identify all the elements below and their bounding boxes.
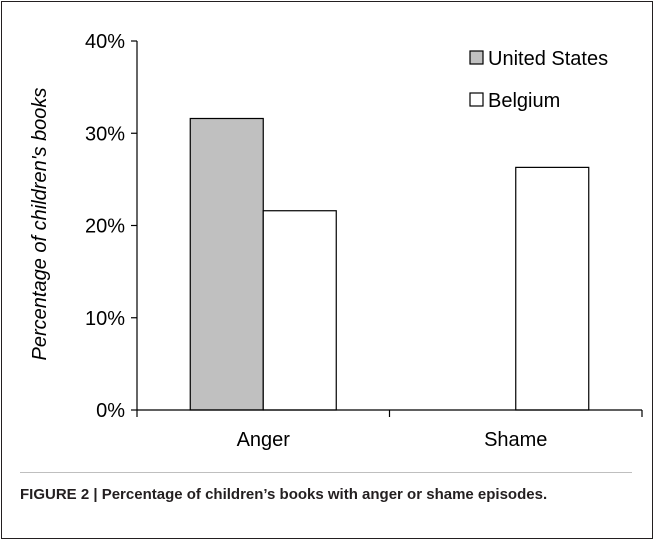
x-tick-label: Shame: [484, 429, 547, 451]
y-tick-label: 10%: [85, 308, 125, 330]
caption-divider: [20, 472, 632, 473]
y-tick-label: 20%: [85, 216, 125, 238]
legend-label: United States: [488, 48, 608, 70]
x-ticks-group: Anger Shame: [136, 410, 643, 451]
legend-label: Belgium: [488, 90, 560, 112]
bar-anger-belgium: [262, 210, 337, 411]
legend: United States Belgium: [469, 48, 608, 112]
bar-shame-belgium: [515, 166, 590, 411]
bar-anger-united-states: [189, 117, 264, 411]
y-ticks-group: 0% 10% 20% 30% 40%: [85, 31, 137, 422]
x-tick-label: Anger: [237, 429, 291, 451]
bar-chart: 0% 10% 20% 30% 40% Anger Shame United States B…: [29, 31, 643, 451]
figure-caption: FIGURE 2 | Percentage of children’s book…: [20, 486, 548, 503]
y-tick-label: 40%: [85, 31, 125, 53]
y-tick-label: 0%: [96, 400, 125, 422]
legend-swatch: [469, 50, 484, 65]
y-tick-label: 30%: [85, 123, 125, 145]
legend-swatch: [469, 92, 484, 107]
y-axis-label: Percentage of children's books: [29, 88, 51, 361]
bars-group: [189, 117, 590, 411]
